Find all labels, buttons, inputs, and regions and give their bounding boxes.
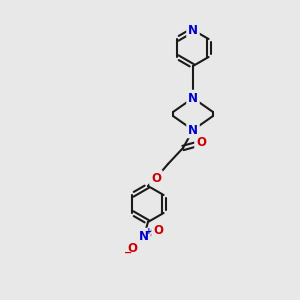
Text: O: O <box>153 224 163 236</box>
Text: O: O <box>151 172 161 184</box>
Text: O: O <box>196 136 206 149</box>
Text: O: O <box>127 242 137 254</box>
Text: −: − <box>124 248 132 258</box>
Text: N: N <box>139 230 149 242</box>
Text: N: N <box>188 23 198 37</box>
Text: +: + <box>145 226 153 236</box>
Text: N: N <box>188 124 198 136</box>
Text: N: N <box>188 92 198 104</box>
